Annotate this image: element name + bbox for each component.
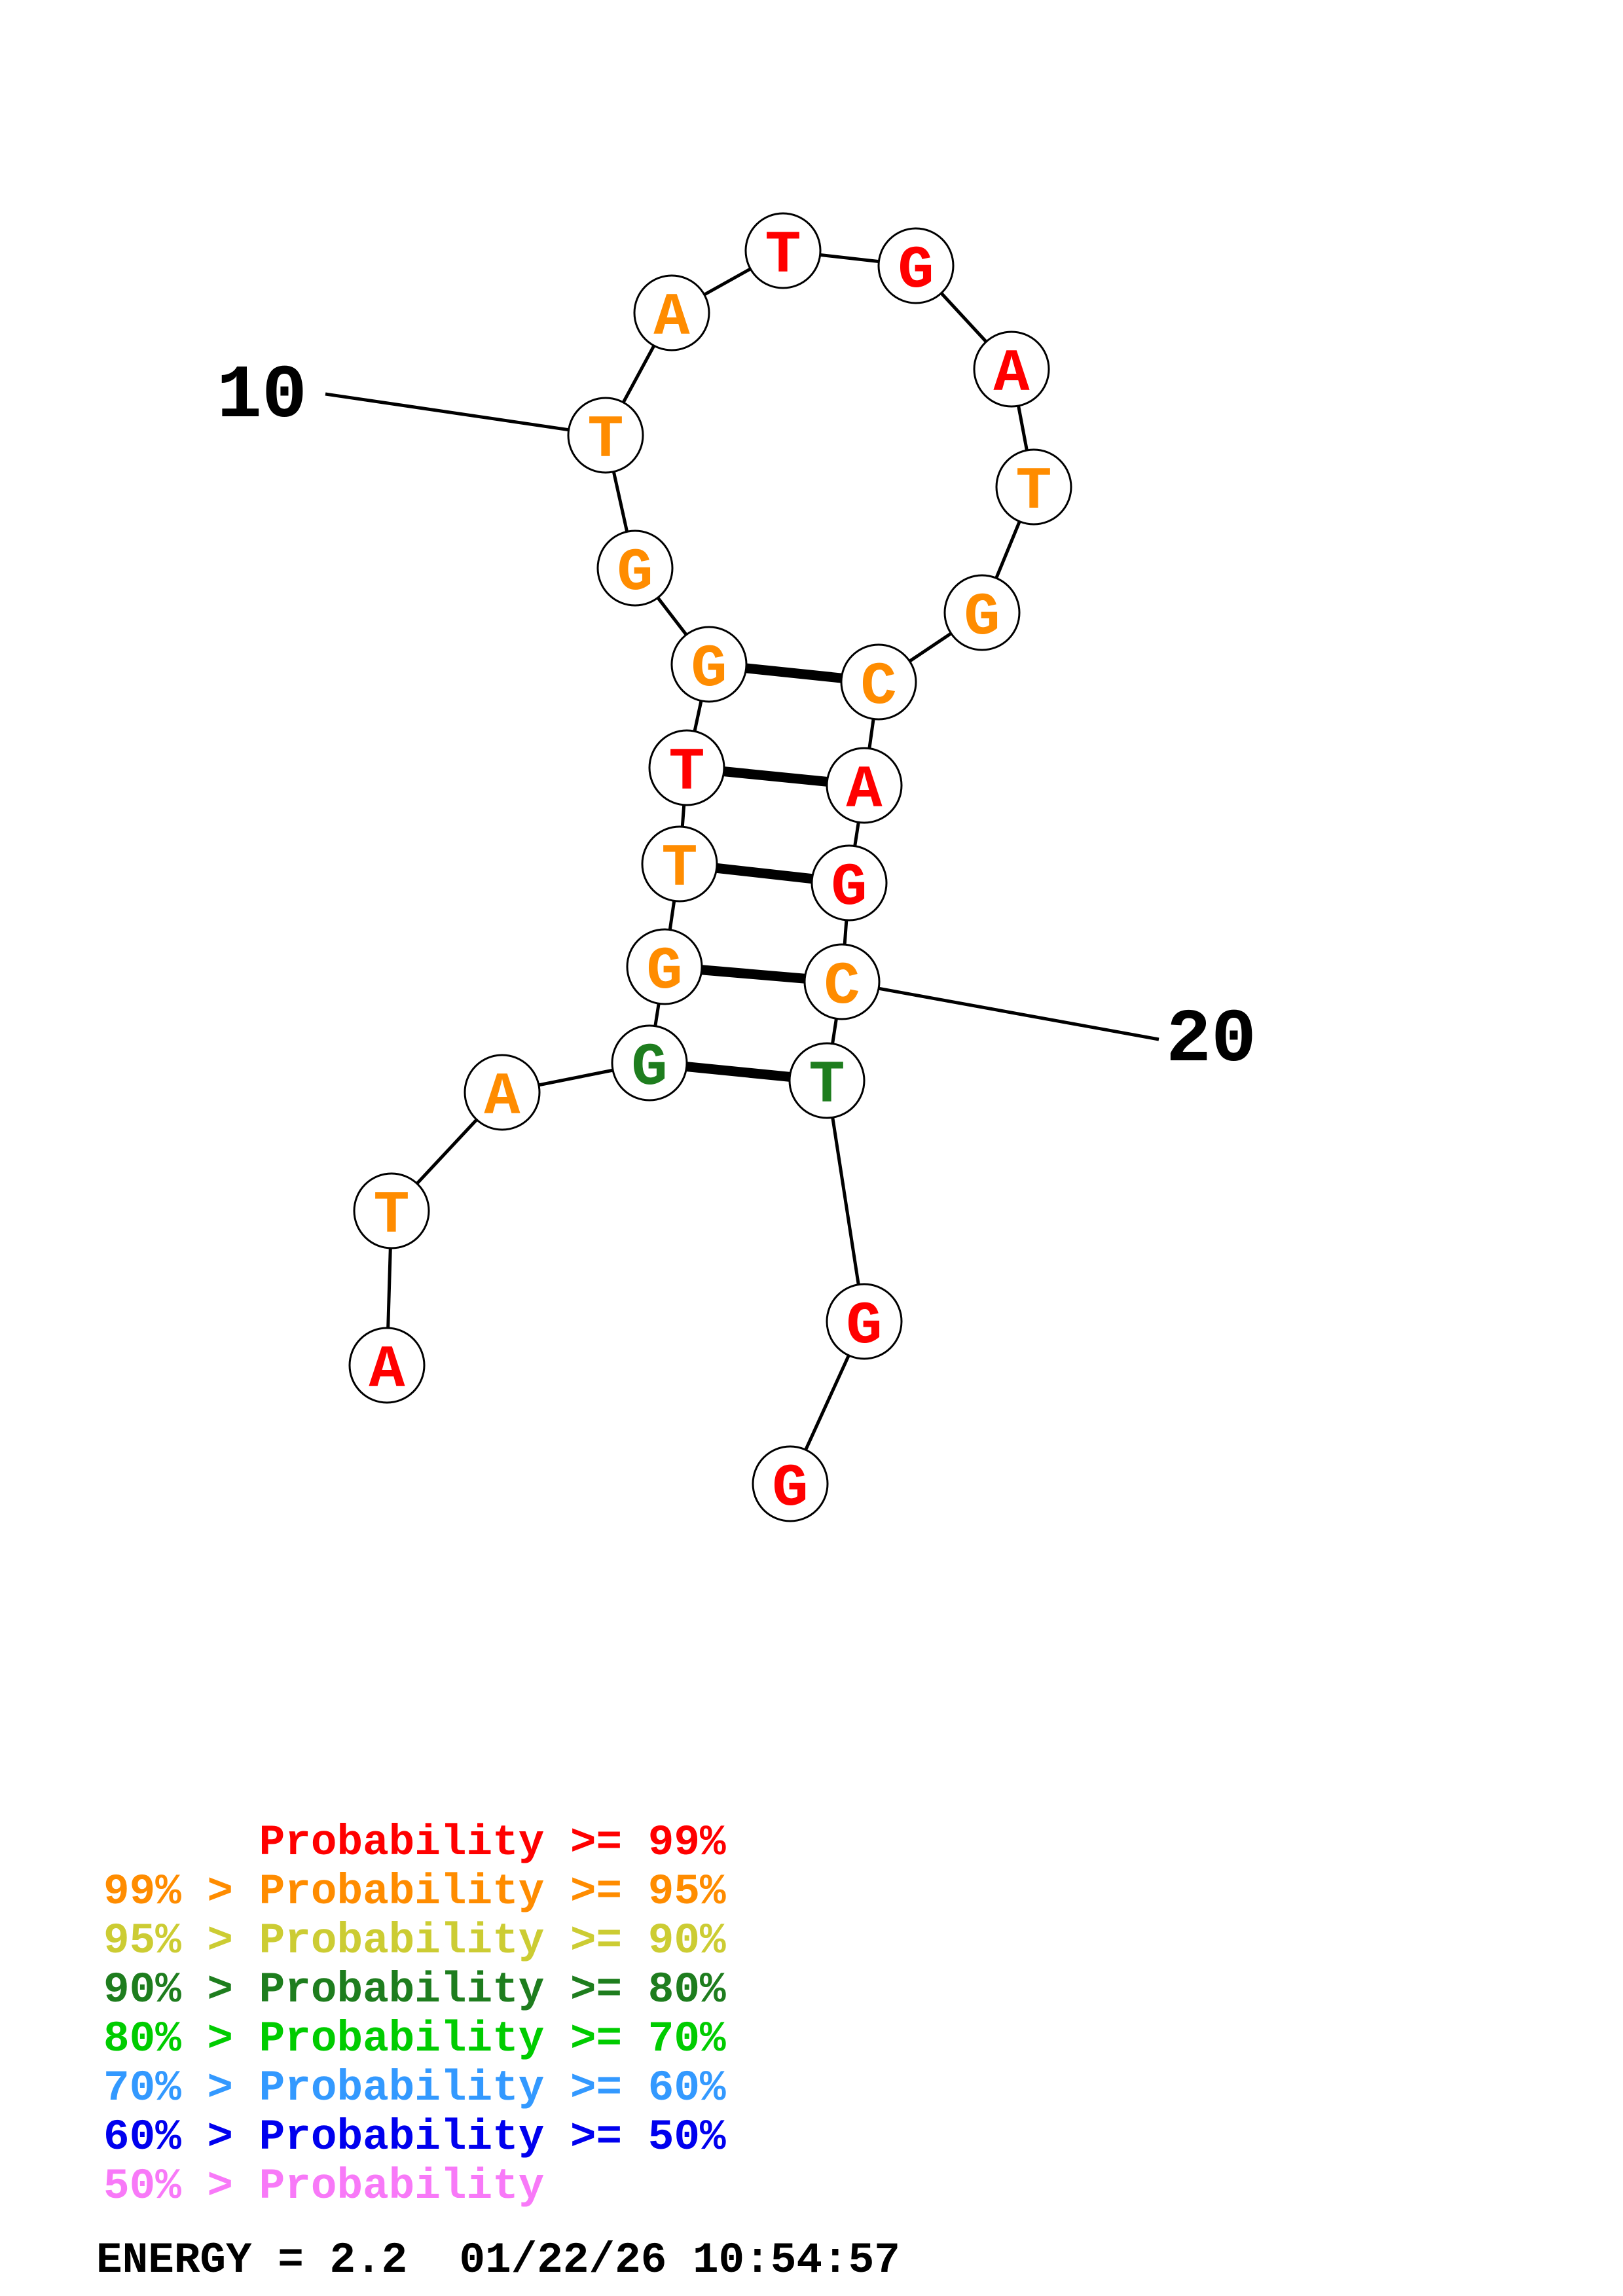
nucleotide-letter: A [993, 340, 1030, 408]
nucleotide-circle [596, 529, 674, 607]
nucleotide-circle [803, 943, 881, 1020]
nucleotide-circle [348, 1327, 426, 1404]
nucleotide-letter: G [691, 635, 727, 704]
backbone-line [825, 1080, 866, 1322]
nucleotide-letter: A [653, 283, 690, 352]
nucleotide-letter: G [631, 1033, 667, 1102]
nucleotide-letter: A [369, 1336, 405, 1405]
legend-entry: 60% > Probability >= 50% [103, 2113, 726, 2162]
nucleotide-circle [973, 331, 1050, 408]
nucleotide-letter: T [809, 1051, 845, 1120]
nucleotide-letter: G [964, 583, 1000, 652]
nucleotide-letter: G [617, 539, 653, 607]
nucleotide-circle [995, 448, 1072, 526]
nucleotide-letter: T [661, 834, 697, 903]
nucleotide-circle [567, 397, 644, 474]
nucleotide-circle [633, 274, 710, 351]
legend-entry: 70% > Probability >= 60% [103, 2064, 726, 2113]
nucleotide-letter: T [587, 406, 623, 475]
legend-entry: 95% > Probability >= 90% [103, 1916, 726, 1965]
nucleotide-circle [943, 574, 1021, 651]
nucleotide-circle [611, 1024, 688, 1102]
probability-legend: Probability >= 99% 99% > Probability >= 9… [103, 1818, 726, 2211]
nucleotide-letter: G [772, 1454, 808, 1523]
nucleotide-letter: G [646, 937, 682, 1006]
legend-entry: 99% > Probability >= 95% [103, 1867, 726, 1916]
nucleotide-circle [811, 844, 888, 922]
nucleotide-letter: A [846, 756, 883, 825]
nucleotide-letter: C [824, 952, 860, 1021]
nucleotide-circle [788, 1042, 866, 1119]
nucleotide-circle [353, 1172, 430, 1249]
nucleotide-letter: T [373, 1181, 409, 1250]
nucleotide-circle [744, 212, 822, 289]
nucleotide-letter: G [846, 1292, 882, 1361]
position-label: 10 [217, 353, 307, 439]
nucleotide-circle [464, 1054, 541, 1131]
energy-line: ENERGY = 2.2 01/22/26 10:54:57 [96, 2236, 900, 2285]
position-label: 20 [1166, 997, 1256, 1083]
nucleotide-letter: A [484, 1063, 520, 1132]
nucleotide-letter: G [898, 236, 934, 305]
nucleotide-circle [826, 747, 903, 824]
nucleotide-circle [626, 928, 703, 1005]
nucleotide-circle [641, 825, 718, 903]
legend-entry: 80% > Probability >= 70% [103, 2015, 726, 2064]
legend-entry: 90% > Probability >= 80% [103, 1965, 726, 2015]
legend-entry: 50% > Probability [103, 2162, 545, 2211]
legend-entry: Probability >= 99% [103, 1818, 726, 1867]
nucleotide-letter: T [765, 221, 801, 290]
nucleotide-letter: T [668, 738, 704, 807]
nucleotide-circle [840, 643, 917, 721]
nucleotide-circle [648, 729, 725, 806]
nucleotide-letter: G [831, 853, 867, 922]
nucleotide-circle [670, 626, 748, 703]
label-leader-line [325, 392, 606, 437]
nucleotide-circle [752, 1445, 829, 1522]
label-leader-line [841, 980, 1159, 1041]
nucleotide-letter: C [860, 653, 896, 721]
nucleotide-letter: T [1015, 457, 1051, 526]
nucleotide-circle [877, 227, 955, 304]
nucleotide-circle [826, 1283, 903, 1360]
